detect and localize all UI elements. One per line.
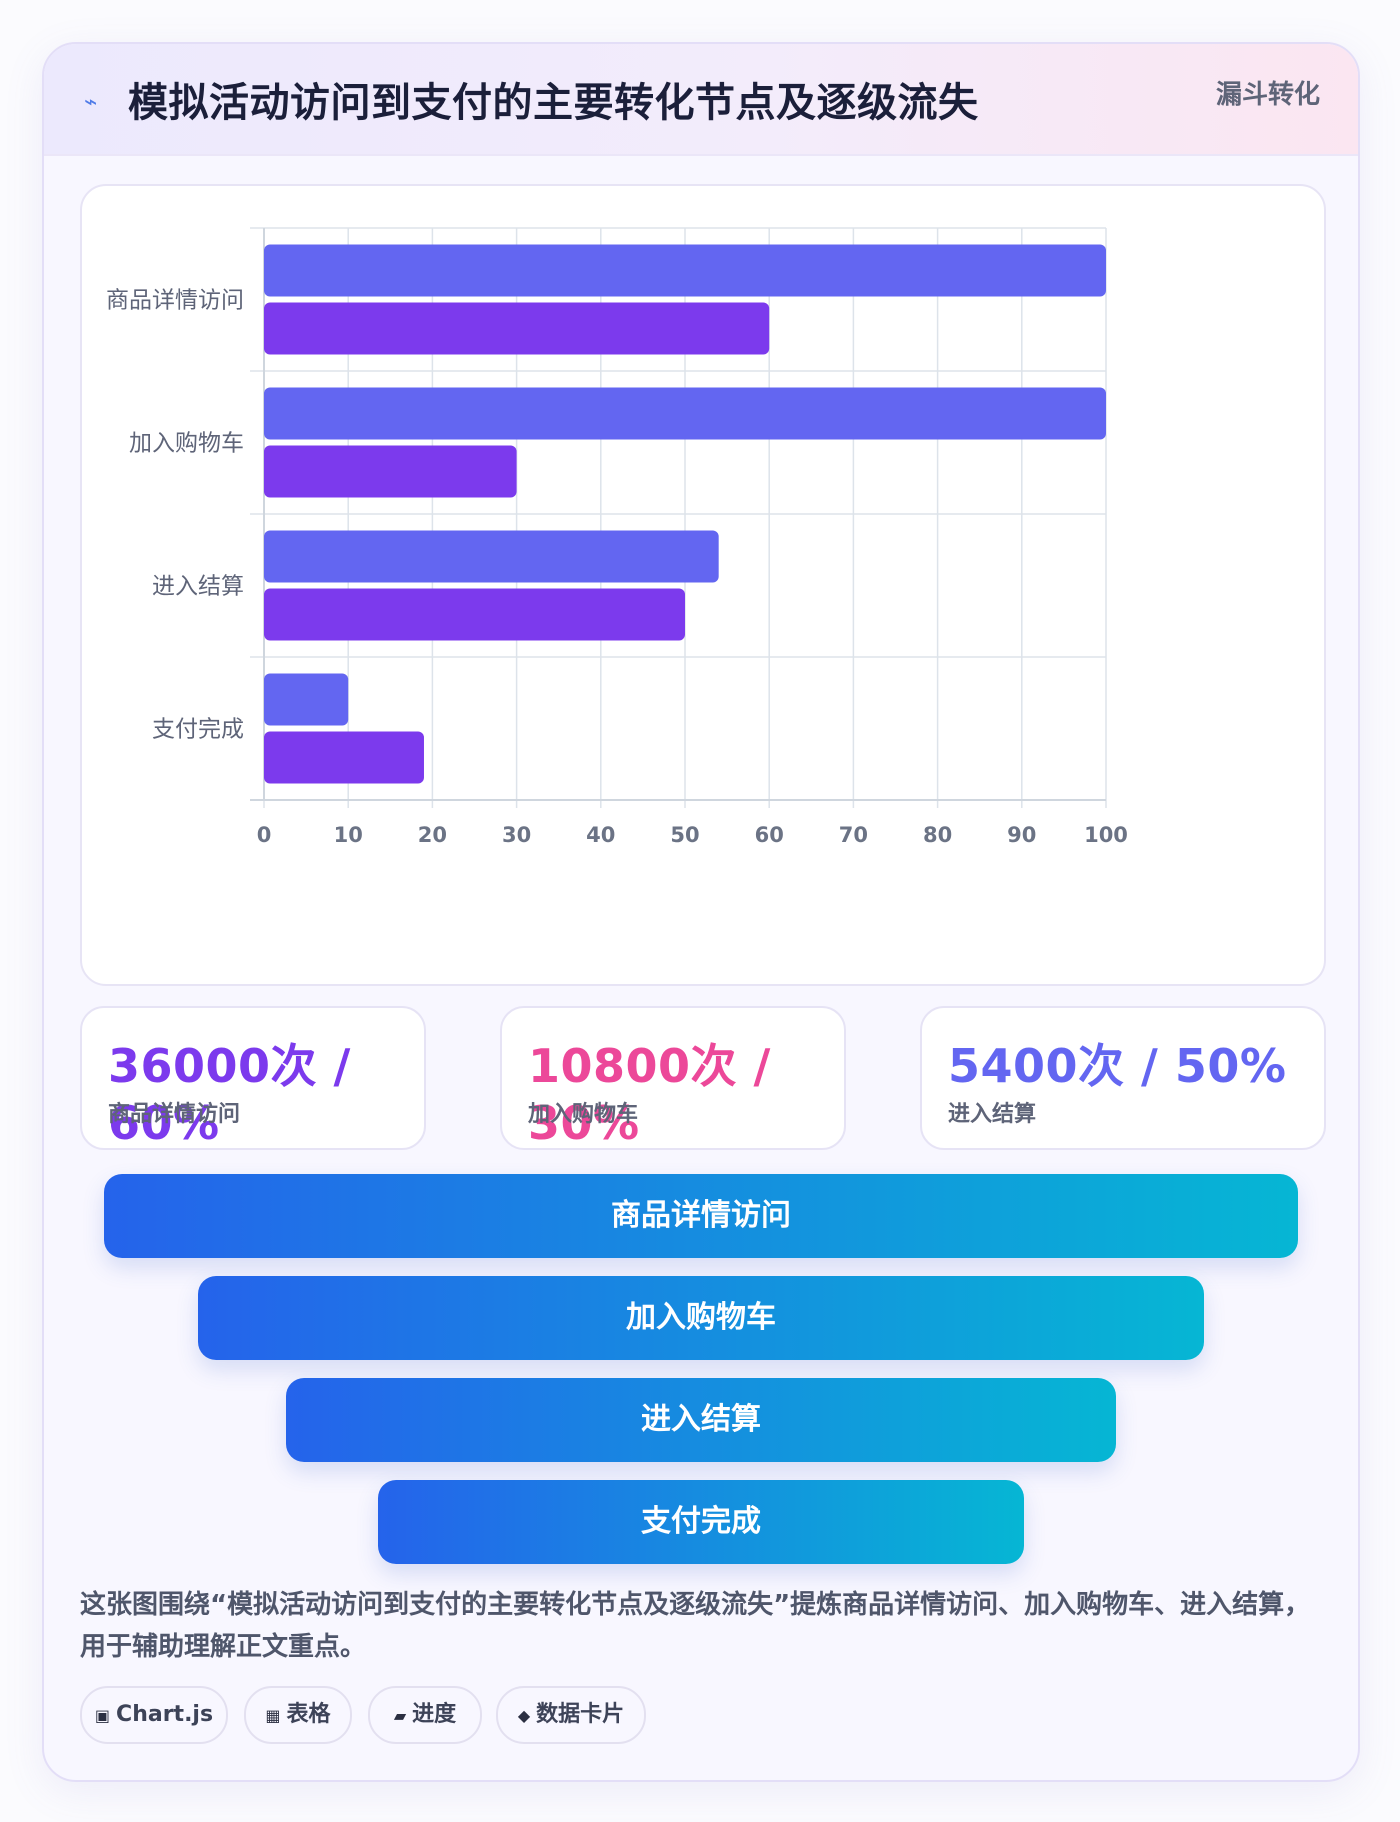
x-tick-label: 70 xyxy=(839,823,868,847)
x-tick-label: 10 xyxy=(334,823,363,847)
stat-value: 5400次 / 50% xyxy=(948,1039,1287,1093)
bar xyxy=(264,387,1106,440)
card-header: ⌁ 模拟活动访问到支付的主要转化节点及逐级流失 漏斗转化 xyxy=(44,44,1358,156)
y-tick-label: 支付完成 xyxy=(152,717,244,743)
bar xyxy=(264,530,719,583)
chip-table[interactable]: ▦ 表格 xyxy=(244,1686,352,1744)
main-card: ⌁ 模拟活动访问到支付的主要转化节点及逐级流失 漏斗转化 0 10 20 30 40 50… xyxy=(42,42,1360,1782)
bar xyxy=(264,445,517,498)
square-icon: ▣ xyxy=(94,1706,111,1725)
bar-chart: 0 10 20 30 40 50 60 70 80 90 100 商品详情访问加入购物车进入结算支付完… xyxy=(106,227,1128,847)
x-tick-label: 50 xyxy=(670,823,699,847)
x-tick-label: 0 xyxy=(257,823,272,847)
stat-value: 36000次 / 60% xyxy=(108,1039,351,1150)
funnel-step-3: 进入结算 xyxy=(286,1378,1116,1462)
grid-icon: ▦ xyxy=(265,1706,281,1725)
x-tick-label: 20 xyxy=(418,823,447,847)
funnel-step-1: 商品详情访问 xyxy=(104,1174,1298,1258)
chip-label: 表格 xyxy=(286,1702,331,1727)
progress-icon: ▰ xyxy=(393,1706,407,1725)
y-tick-label: 进入结算 xyxy=(152,574,244,600)
diamond-icon: ◆ xyxy=(517,1706,531,1725)
bar xyxy=(264,731,424,784)
funnel-step-2: 加入购物车 xyxy=(198,1276,1204,1360)
stat-card-1: 36000次 / 60% 商品详情访问 xyxy=(80,1006,426,1150)
lightning-icon: ⌁ xyxy=(84,90,98,115)
chip-label: 数据卡片 xyxy=(536,1702,625,1727)
x-tick-label: 100 xyxy=(1084,823,1128,847)
bar xyxy=(264,673,349,726)
chart-panel: 0 10 20 30 40 50 60 70 80 90 100 商品详情访问加入购物车进入结算支付完… xyxy=(80,184,1326,986)
x-tick-label: 90 xyxy=(1007,823,1036,847)
stat-card-2: 10800次 / 30% 加入购物车 xyxy=(500,1006,846,1150)
y-tick-label: 加入购物车 xyxy=(129,431,244,457)
bar xyxy=(264,302,770,355)
page-title: 模拟活动访问到支付的主要转化节点及逐级流失 xyxy=(128,80,979,126)
stat-label: 商品详情访问 xyxy=(108,1102,241,1127)
x-tick-label: 80 xyxy=(923,823,952,847)
stat-label: 加入购物车 xyxy=(528,1102,639,1127)
stat-label: 进入结算 xyxy=(948,1102,1037,1127)
chip-progress[interactable]: ▰ 进度 xyxy=(368,1686,482,1744)
chip-label: Chart.js xyxy=(116,1702,214,1727)
x-tick-label: 40 xyxy=(586,823,615,847)
funnel-step-4: 支付完成 xyxy=(378,1480,1024,1564)
bar xyxy=(264,244,1106,297)
y-tick-label: 商品详情访问 xyxy=(106,288,244,314)
chip-chartjs[interactable]: ▣ Chart.js xyxy=(80,1686,228,1744)
bar xyxy=(264,588,685,641)
chip-data-card[interactable]: ◆ 数据卡片 xyxy=(496,1686,646,1744)
stat-value: 10800次 / 30% xyxy=(528,1039,771,1150)
chart-description: 这张图围绕“模拟活动访问到支付的主要转化节点及逐级流失”提炼商品详情访问、加入购… xyxy=(80,1590,1311,1662)
stat-card-3: 5400次 / 50% 进入结算 xyxy=(920,1006,1326,1150)
chart-type-tag: 漏斗转化 xyxy=(1215,80,1320,110)
x-tick-label: 60 xyxy=(755,823,784,847)
chip-label: 进度 xyxy=(412,1702,457,1727)
x-tick-label: 30 xyxy=(502,823,531,847)
